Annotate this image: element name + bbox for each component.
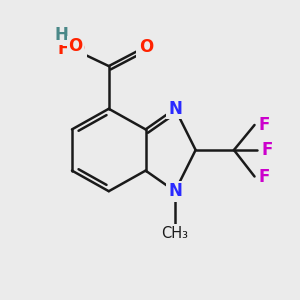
Text: O: O [138,38,152,56]
Text: N: N [168,100,182,118]
Text: F: F [258,116,270,134]
Text: CH₃: CH₃ [161,226,188,241]
Text: O: O [68,37,83,55]
Text: H: H [55,26,69,44]
Text: O: O [139,38,153,56]
Text: HO: HO [57,40,86,58]
Text: N: N [168,182,182,200]
Text: F: F [258,167,270,185]
Text: F: F [261,141,273,159]
